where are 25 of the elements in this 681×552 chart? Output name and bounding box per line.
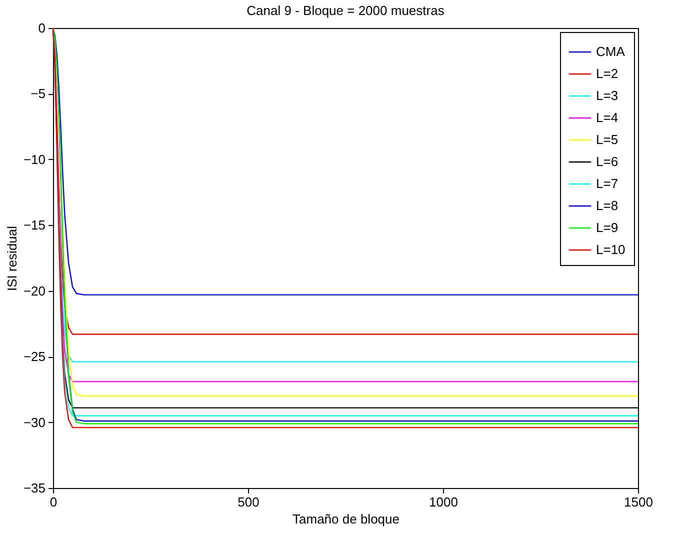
legend-label: L=3: [596, 88, 618, 103]
legend-label: L=7: [596, 176, 618, 191]
x-tick-label: 500: [238, 494, 260, 510]
x-tick-label: 1000: [429, 494, 458, 510]
y-tick-label: −5: [30, 86, 46, 102]
legend-label: L=9: [596, 220, 618, 235]
x-axis-title: Tamaño de bloque: [292, 512, 400, 526]
y-tick-label: −30: [23, 414, 46, 430]
y-tick-label: −10: [23, 152, 46, 167]
legend-label: L=2: [596, 66, 618, 81]
y-tick-label: −15: [23, 218, 46, 233]
x-tick-label: 1500: [624, 494, 653, 510]
legend-label: L=8: [596, 198, 618, 213]
y-tick-label: −25: [23, 349, 46, 364]
legend-label: L=4: [596, 110, 618, 125]
y-axis-title: ISI residual: [4, 226, 20, 292]
y-tick-label: −20: [23, 283, 46, 298]
legend-label: L=10: [596, 242, 626, 257]
chart-title: Canal 9 - Bloque = 2000 muestras: [246, 3, 445, 18]
y-tick-label: −35: [23, 480, 46, 496]
x-tick-label: 0: [50, 494, 58, 510]
legend-label: CMA: [596, 44, 626, 59]
y-tick-label: 0: [38, 20, 46, 36]
legend-label: L=5: [596, 132, 618, 147]
legend-label: L=6: [596, 154, 618, 169]
